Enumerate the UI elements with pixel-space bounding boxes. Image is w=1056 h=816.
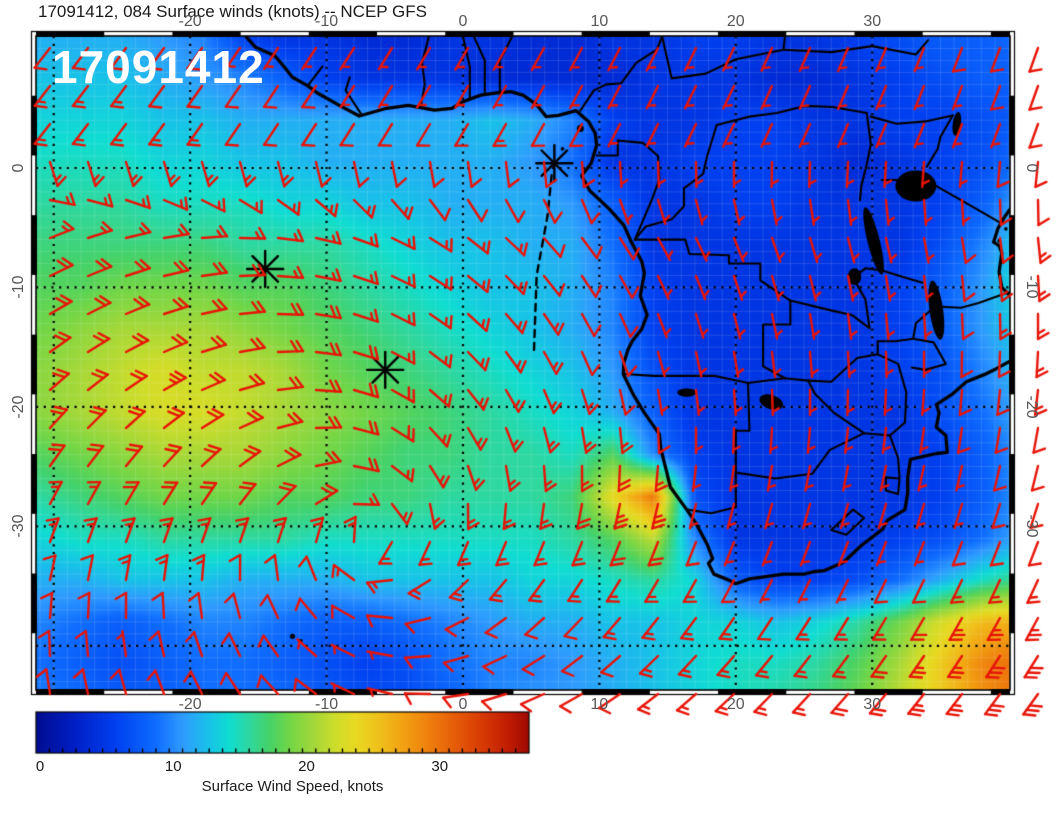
axis-tick-label: 0 bbox=[458, 696, 468, 713]
axis-tick-label: -10 bbox=[1023, 275, 1040, 299]
axis-tick-label: -10 bbox=[315, 13, 339, 30]
axis-tick-label: -10 bbox=[315, 696, 339, 713]
colorbar-tick-label: 20 bbox=[298, 758, 315, 775]
axis-tick-label: 30 bbox=[863, 13, 882, 30]
forecast-cycle-label: 17091412 bbox=[52, 41, 265, 93]
axis-tick-label: -30 bbox=[10, 514, 27, 538]
colorbar-caption: Surface Wind Speed, knots bbox=[201, 778, 384, 795]
axis-tick-label: -20 bbox=[178, 13, 202, 30]
chart-title: 17091412, 084 Surface winds (knots) -- N… bbox=[38, 2, 427, 21]
axis-tick-label: -20 bbox=[178, 696, 202, 713]
axis-tick-label: -20 bbox=[10, 395, 27, 419]
axis-tick-label: 0 bbox=[458, 13, 468, 30]
axis-tick-label: 0 bbox=[10, 163, 27, 173]
axis-tick-label: -10 bbox=[10, 275, 27, 299]
axis-tick-label: 10 bbox=[590, 696, 609, 713]
axis-tick-label: 30 bbox=[863, 696, 882, 713]
axis-tick-label: 0 bbox=[1023, 163, 1040, 173]
axis-tick-label: 20 bbox=[726, 696, 745, 713]
colorbar-tick-label: 0 bbox=[35, 758, 45, 775]
axis-tick-label: 10 bbox=[590, 13, 609, 30]
axis-tick-label: -30 bbox=[1023, 514, 1040, 538]
colorbar-tick-label: 30 bbox=[431, 758, 449, 775]
axis-tick-label: 20 bbox=[726, 13, 745, 30]
axis-tick-label: -20 bbox=[1023, 395, 1040, 419]
colorbar-tick-label: 10 bbox=[164, 758, 182, 775]
